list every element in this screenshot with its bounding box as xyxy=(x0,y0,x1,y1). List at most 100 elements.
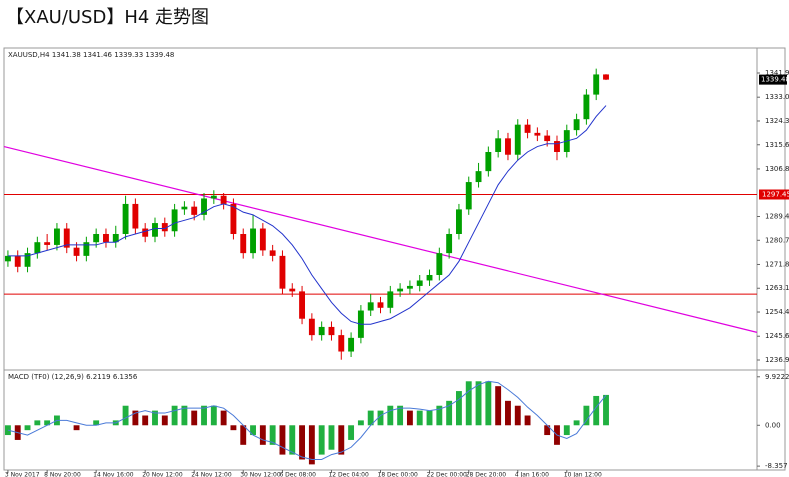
y-tick-label: 1306.80 xyxy=(765,165,789,173)
candle-body xyxy=(514,124,521,155)
y-tick-label: 1254.45 xyxy=(765,308,789,316)
macd-bar xyxy=(299,425,306,460)
macd-bar xyxy=(250,425,256,436)
y-tick-label: 1315.65 xyxy=(765,141,789,149)
candle-body xyxy=(269,250,276,256)
candle-body xyxy=(279,255,286,289)
level-label: 1297.45 xyxy=(762,191,789,199)
macd-bar xyxy=(505,400,511,426)
macd-bar xyxy=(44,420,51,426)
candle-body xyxy=(250,228,256,254)
x-tick-label: 22 Dec 00:00 xyxy=(427,472,468,477)
macd-last: 6.2119 xyxy=(86,373,111,381)
macd-bar xyxy=(455,391,462,426)
candle-body xyxy=(93,233,100,243)
macd-bar xyxy=(308,425,315,465)
macd-bar xyxy=(279,425,286,455)
candle-body xyxy=(505,138,511,155)
macd-bar xyxy=(436,405,443,426)
macd-bar xyxy=(367,410,374,426)
y-tick-label: 1271.85 xyxy=(765,260,789,268)
candle-body xyxy=(181,206,188,210)
macd-bar xyxy=(181,405,188,426)
macd-bar xyxy=(210,405,217,426)
macd-bar xyxy=(338,425,345,455)
candle-body xyxy=(63,228,70,248)
macd-header: MACD (TF0) (12,26,9) 6.2119 6.1356 xyxy=(8,373,138,381)
candle-body xyxy=(289,288,296,292)
macd-bar xyxy=(387,405,394,426)
candle-body xyxy=(338,335,345,352)
candle-body xyxy=(593,74,600,95)
candle-body xyxy=(426,274,433,281)
macd-bar xyxy=(24,425,31,431)
macd-bar xyxy=(230,425,237,431)
macd-bar xyxy=(171,405,178,426)
macd-bar xyxy=(426,410,433,426)
last-high: 1341.46 xyxy=(83,51,112,59)
page-title: 【XAU/USD】H4 走势图 xyxy=(6,7,210,28)
macd-bar xyxy=(573,420,580,426)
candle-body xyxy=(465,182,472,210)
chart-header: XAUUSD,H4 1341.38 1341.46 1339.33 1339.4… xyxy=(8,51,174,59)
y-tick-label: 1236.90 xyxy=(765,356,789,364)
macd-bar xyxy=(495,386,502,426)
macd-title: MACD (TF0) (12,26,9) xyxy=(8,373,84,381)
macd-bar xyxy=(357,420,364,426)
macd-bar xyxy=(152,410,158,426)
level-label-box xyxy=(759,189,789,200)
candle-body xyxy=(524,124,531,133)
macd-bar xyxy=(132,410,139,426)
macd-y-tick-label: 0.00 xyxy=(765,421,781,429)
x-tick-label: 14 Nov 16:00 xyxy=(93,472,134,477)
candle-body xyxy=(83,242,90,256)
x-tick-label: 18 Dec 00:00 xyxy=(378,472,419,477)
candle-body xyxy=(142,228,149,237)
last-close: 1339.48 xyxy=(145,51,174,59)
macd-bar xyxy=(377,410,384,426)
candle-body xyxy=(191,206,198,215)
candle-body xyxy=(544,135,551,142)
macd-bar xyxy=(289,425,296,455)
macd-y-tick-label: 9.9222 xyxy=(765,373,789,381)
y-tick-label: 1324.35 xyxy=(765,117,789,125)
macd-bar xyxy=(485,381,492,426)
candle-body xyxy=(24,253,31,267)
y-tick-label: 1280.70 xyxy=(765,236,789,244)
macd-bar xyxy=(524,415,531,426)
candle-body xyxy=(318,326,325,336)
x-tick-label: 24 Nov 12:00 xyxy=(191,472,232,477)
candle-body xyxy=(603,74,609,80)
macd-bar xyxy=(563,425,570,436)
candle-body xyxy=(348,337,355,352)
candle-body xyxy=(328,326,335,336)
macd-bar xyxy=(544,425,551,436)
y-tick-label: 1245.60 xyxy=(765,332,789,340)
candle-body xyxy=(436,253,443,275)
macd-bar xyxy=(446,400,453,426)
candle-body xyxy=(34,242,41,254)
macd-bar xyxy=(201,405,207,426)
macd-bar xyxy=(348,425,355,440)
macd-y-tick-label: -8.357 xyxy=(765,462,788,470)
candle-body xyxy=(54,228,60,245)
macd-bar xyxy=(583,405,590,426)
moving-average xyxy=(7,105,607,325)
x-tick-label: 3 Nov 2017 xyxy=(5,472,40,477)
candle-body xyxy=(377,302,384,308)
candle-body xyxy=(171,209,178,232)
candle-body xyxy=(122,203,129,234)
y-tick-label: 1289.40 xyxy=(765,213,789,221)
candle-body xyxy=(397,288,404,292)
macd-bar xyxy=(514,405,521,426)
candle-body xyxy=(112,233,119,243)
macd-bar xyxy=(259,425,266,445)
macd-bar xyxy=(73,425,80,431)
candle-body xyxy=(367,302,374,311)
price-label-box xyxy=(759,74,787,85)
candle-body xyxy=(103,233,109,243)
last-open: 1341.38 xyxy=(52,51,81,59)
candle-body xyxy=(152,223,158,237)
